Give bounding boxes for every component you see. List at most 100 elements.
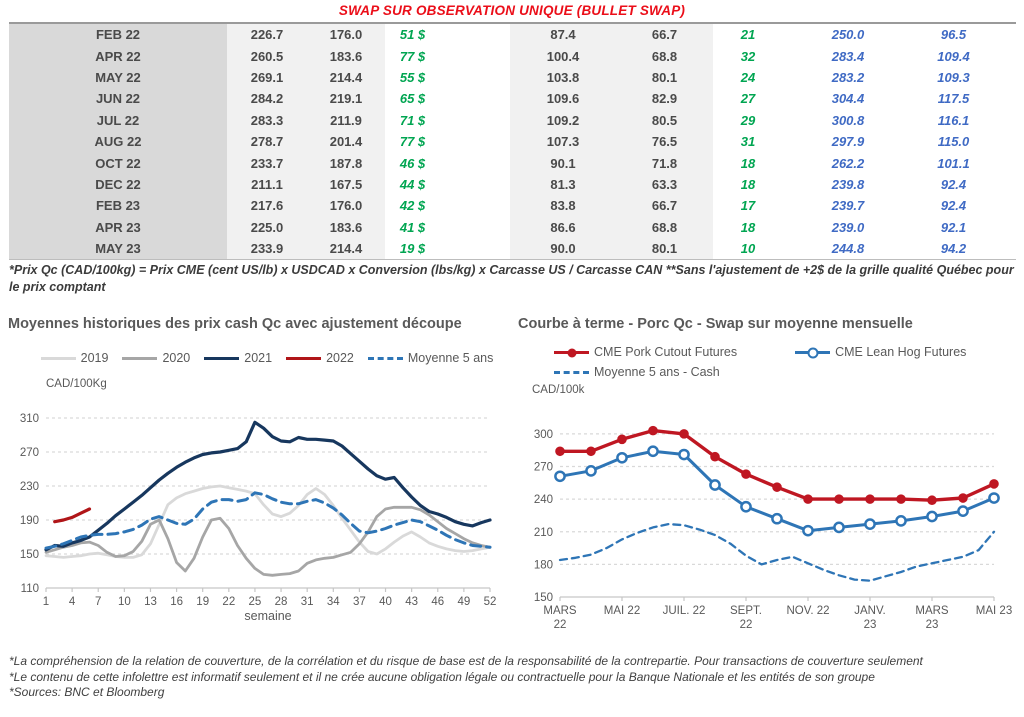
value-cell: 71.8 <box>616 152 713 174</box>
footer-line: *La compréhension de la relation de couv… <box>9 654 923 668</box>
value-cell: 109.3 <box>937 69 970 85</box>
value-cell: 86.6 <box>510 216 616 238</box>
value-cell: 183.6 <box>307 45 385 67</box>
month-cell: FEB 23 <box>9 195 227 217</box>
series-moyenne-5-ans-cash-line <box>558 522 996 582</box>
month-cell: JUL 22 <box>9 109 227 131</box>
value-cell: 32 <box>740 48 756 64</box>
data-point-marker <box>895 515 907 527</box>
x-tick-label: 7 <box>95 596 101 608</box>
value-cell: 109.2 <box>510 109 616 131</box>
y-tick-label: 230 <box>20 481 39 493</box>
value-cell: 167.5 <box>307 173 385 196</box>
y-tick-label: 190 <box>20 515 39 527</box>
series-moyenne-5-ans-line <box>44 491 492 550</box>
x-tick-label: 37 <box>353 596 366 608</box>
x-tick-label: 22 <box>554 619 567 631</box>
value-cell: 76.5 <box>616 130 713 153</box>
swap-table: FEB 22 226.7 176.0 51 $87.4 66.7 21 250.0 96.5 A… <box>9 22 1016 261</box>
legend-item-moyenne-5-ans: Moyenne 5 ans <box>367 348 494 368</box>
y-tick-label: 270 <box>20 447 39 459</box>
value-cell: 269.1 <box>227 66 307 89</box>
footer-line: *Le contenu de cette infolettre est info… <box>9 669 875 684</box>
x-tick-label: MAI 22 <box>604 605 640 617</box>
x-tick-label: 10 <box>118 596 131 608</box>
value-cell: 107.3 <box>510 130 616 153</box>
value-cell: 31 <box>740 134 756 150</box>
table-row: MAY 23 233.9 214.4 19 $ 90.0 80.1 10 244.8 94.2 <box>9 237 1016 260</box>
value-cell: 283.2 <box>831 69 865 85</box>
value-cell: 278.7 <box>227 130 307 153</box>
value-cell: 92.1 <box>940 219 967 235</box>
data-point-marker <box>865 494 875 504</box>
legend-label: CME Pork Cutout Futures <box>594 345 738 359</box>
y-tick-label: 150 <box>534 592 553 604</box>
x-tick-label: 1 <box>43 596 49 608</box>
forward-curve-line-chart: 150 180 210 240 270 300 MARS 22 MAI 22 JUIL. 22 SE… <box>534 425 1012 631</box>
table-row: MAY 22 269.1 214.4 55 $ 103.8 80.1 24 283.2 109.… <box>9 66 1016 89</box>
value-cell: 66.7 <box>616 23 713 46</box>
data-point-marker <box>710 451 720 462</box>
data-point-marker <box>896 494 906 504</box>
month-cell: JUN 22 <box>9 88 227 110</box>
y-tick-label: 240 <box>534 494 553 506</box>
value-cell: 244.8 <box>831 241 865 257</box>
value-cell: 55 $ <box>399 69 426 85</box>
x-tick-label: 23 <box>926 619 939 631</box>
legend-label: CME Lean Hog Futures <box>835 345 967 359</box>
value-cell: 233.9 <box>227 237 307 260</box>
data-point-marker <box>958 493 968 503</box>
x-tick-label: 34 <box>327 596 340 608</box>
value-cell: 225.0 <box>227 216 307 238</box>
gridlines <box>45 417 491 592</box>
value-cell: 71 $ <box>399 112 426 128</box>
legend-line-swatch-icon <box>367 357 403 361</box>
value-cell: 103.8 <box>510 66 616 89</box>
value-cell: 90.0 <box>510 237 616 260</box>
x-tick-label: SEPT. <box>730 605 762 617</box>
data-point-marker <box>740 500 752 513</box>
data-point-marker <box>957 505 969 517</box>
x-tick-label: JUIL. 22 <box>663 605 706 617</box>
month-cell: MAY 22 <box>9 66 227 89</box>
x-axis-title: semaine <box>244 609 291 623</box>
y-tick-label: 300 <box>534 429 553 441</box>
value-cell: 239.8 <box>831 176 865 192</box>
data-point-marker <box>927 495 937 506</box>
x-tick-label: 16 <box>170 596 183 608</box>
x-tick-label: 22 <box>740 619 753 631</box>
footer-line: *Sources: BNC et Bloomberg <box>9 685 165 700</box>
month-cell: APR 22 <box>9 45 227 67</box>
value-cell: 239.7 <box>831 198 865 214</box>
x-tick-label: 43 <box>405 596 418 608</box>
legend-line-swatch-icon <box>122 357 158 361</box>
value-cell: 304.4 <box>831 91 865 107</box>
value-cell: 77 $ <box>399 48 426 64</box>
x-tick-label: MARS <box>543 605 577 617</box>
value-cell: 80.5 <box>616 109 713 131</box>
legend-label: 2019 <box>80 351 109 365</box>
value-cell: 83.8 <box>510 195 616 217</box>
value-cell: 24 <box>740 69 756 85</box>
table-footnote: *Prix Qc (CAD/100kg) = Prix CME (cent US… <box>9 263 1014 294</box>
y-tick-label: 110 <box>21 583 39 595</box>
x-tick-label: 28 <box>275 596 288 608</box>
legend-label: 2020 <box>162 351 191 365</box>
legend-line-swatch-icon <box>204 357 240 361</box>
legend-line-swatch-icon <box>286 357 322 361</box>
left-chart-legend: 2019 2020 2021 2022 Moyenne 5 ans <box>8 348 526 368</box>
value-cell: 19 $ <box>399 241 426 257</box>
value-cell: 283.4 <box>831 48 865 64</box>
value-cell: 176.0 <box>307 195 385 217</box>
value-cell: 226.7 <box>227 23 307 46</box>
table-row: JUN 22 284.2 219.1 65 $ 109.6 82.9 27 304.4 117.… <box>9 88 1016 110</box>
legend-label: Moyenne 5 ans <box>407 351 494 365</box>
value-cell: 239.0 <box>831 219 865 235</box>
legend-row: Moyenne 5 ans - Cash <box>554 362 1024 382</box>
value-cell: 109.6 <box>510 88 616 110</box>
legend-item-cme-lean-hog-futures: CME Lean Hog Futures <box>795 342 966 362</box>
legend-marker-icon <box>567 348 576 358</box>
x-tick-label: 23 <box>864 619 877 631</box>
left-chart-unit-label: CAD/100Kg <box>46 378 107 390</box>
